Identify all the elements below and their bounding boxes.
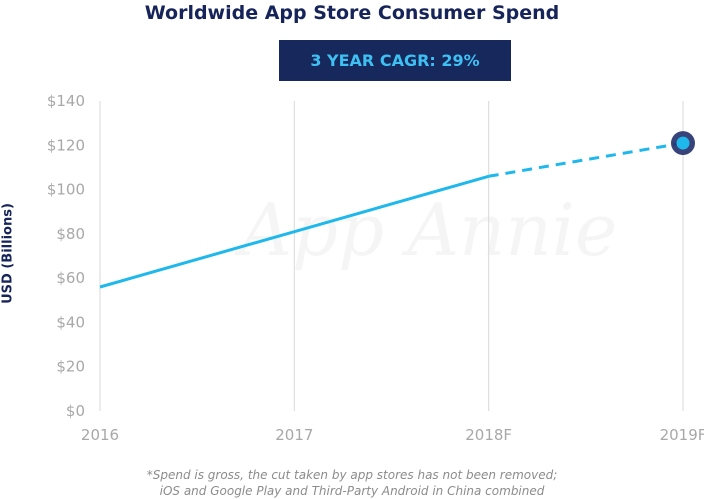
forecast-point [676, 136, 690, 150]
cagr-badge: 3 YEAR CAGR: 29% [279, 40, 511, 81]
y-tick-label: $120 [47, 136, 85, 154]
footnote: *Spend is gross, the cut taken by app st… [0, 467, 704, 499]
x-tick-label: 2019F [660, 426, 704, 444]
x-tick-label: 2016 [81, 426, 119, 444]
y-tick-label: $100 [47, 181, 85, 199]
x-tick-label: 2017 [275, 426, 313, 444]
footnote-line-1: *Spend is gross, the cut taken by app st… [146, 468, 558, 482]
chart-title: Worldwide App Store Consumer Spend [144, 2, 560, 24]
y-tick-labels: $0 $20 $40 $60 $80 $100 $120 $140 [47, 92, 85, 420]
x-tick-label: 2018F [465, 426, 512, 444]
y-tick-label: $80 [56, 225, 85, 243]
footnote-line-2: iOS and Google Play and Third-Party Andr… [159, 484, 545, 498]
y-tick-label: $0 [66, 402, 85, 420]
y-tick-label: $140 [47, 92, 85, 110]
actual-line [99, 174, 490, 289]
x-tick-labels: 2016 2017 2018F 2019F [81, 426, 704, 444]
grid-lines [99, 101, 684, 411]
forecast-line [488, 141, 684, 178]
y-tick-label: $40 [56, 313, 85, 331]
series-lines [99, 141, 684, 289]
y-tick-label: $60 [56, 269, 85, 287]
y-tick-label: $20 [56, 358, 85, 376]
data-points [671, 131, 695, 156]
